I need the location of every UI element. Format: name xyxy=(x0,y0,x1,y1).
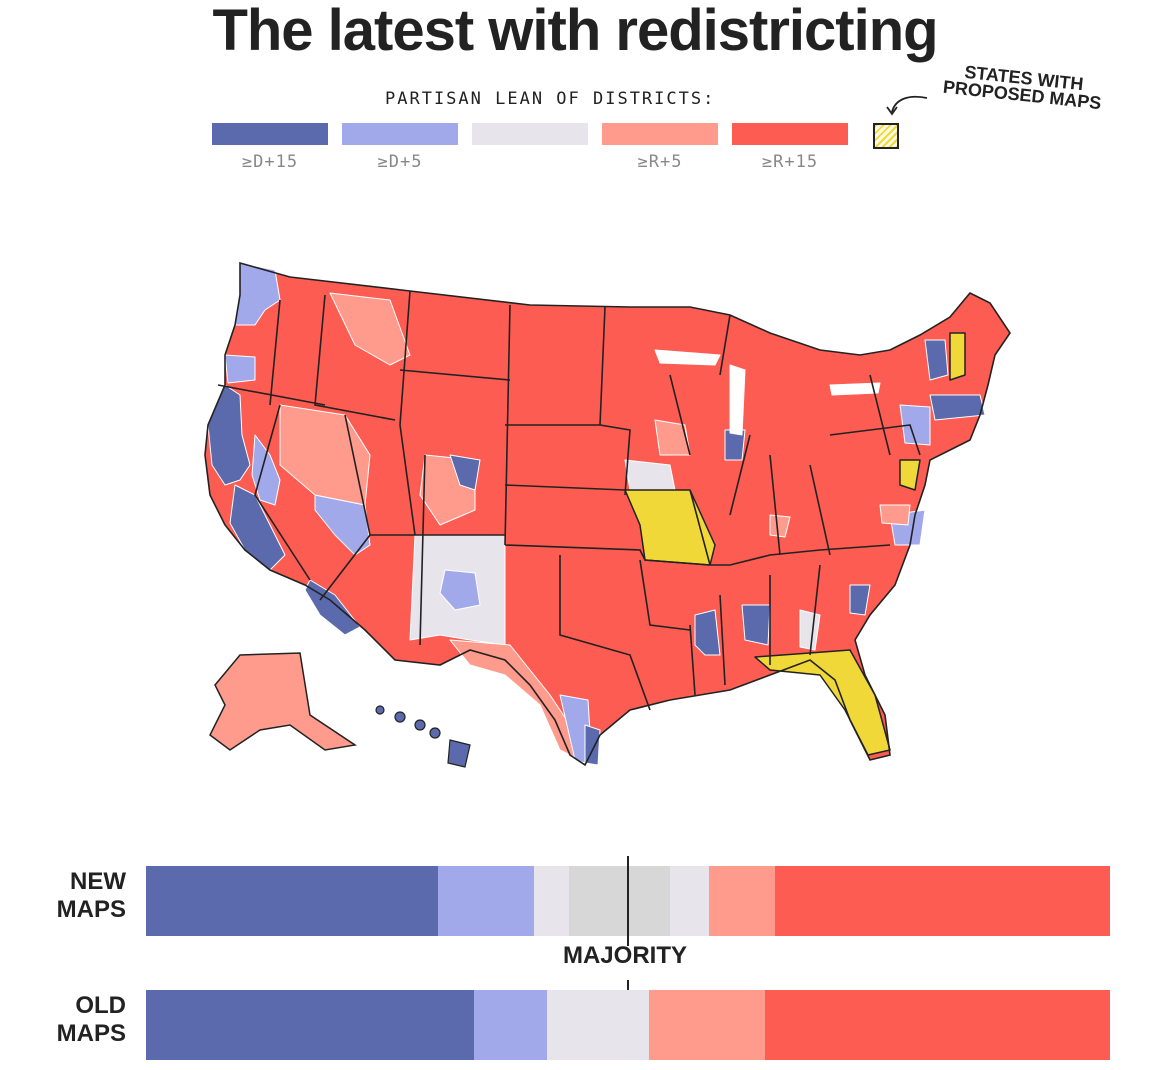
old-maps-segment-1 xyxy=(473,990,547,1060)
legend-label-r5: ≥R+5 xyxy=(637,152,683,172)
legend-swatch-d5 xyxy=(342,123,458,145)
new-maps-segment-2 xyxy=(533,866,570,936)
alaska-shape xyxy=(209,652,357,751)
new-maps-segment-4 xyxy=(670,866,709,936)
new-maps-bar xyxy=(146,866,1110,936)
legend-swatch-r15 xyxy=(732,123,848,145)
old-maps-segment-2 xyxy=(547,990,650,1060)
new-maps-label-line2: MAPS xyxy=(56,896,126,923)
old-maps-segment-0 xyxy=(146,990,474,1060)
majority-line xyxy=(627,856,629,946)
old-maps-bar xyxy=(146,990,1110,1060)
new-maps-segment-3 xyxy=(569,866,671,936)
us-district-map xyxy=(204,261,1011,768)
legend-swatch-r5 xyxy=(602,123,718,145)
new-maps-segment-0 xyxy=(146,866,439,936)
majority-label: MAJORITY xyxy=(562,942,687,969)
legend-title: PARTISAN LEAN OF DISTRICTS: xyxy=(385,89,716,109)
new-maps-segment-6 xyxy=(775,866,1110,936)
old-maps-segment-4 xyxy=(764,990,1110,1060)
legend-label-r15: ≥R+15 xyxy=(761,152,819,172)
hawaii-shape xyxy=(375,705,471,768)
curved-arrow-icon xyxy=(886,95,928,116)
new-maps-segment-1 xyxy=(438,866,534,936)
new-maps-label: NEW MAPS xyxy=(20,868,126,924)
old-maps-segment-3 xyxy=(649,990,765,1060)
proposed-maps-swatch xyxy=(873,123,899,149)
old-maps-label-line1: OLD xyxy=(75,992,126,1019)
proposed-maps-label: STATES WITH PROPOSED MAPS xyxy=(942,61,1103,114)
legend-swatch-d15 xyxy=(212,123,328,145)
page-title: The latest with redistricting xyxy=(212,0,938,63)
new-maps-segment-5 xyxy=(708,866,776,936)
new-maps-label-line1: NEW xyxy=(70,868,126,895)
old-maps-label-line2: MAPS xyxy=(56,1020,126,1047)
old-maps-label: OLD MAPS xyxy=(20,992,126,1048)
legend-label-d15: ≥D+15 xyxy=(241,152,299,172)
legend-swatch-tossup xyxy=(472,123,588,145)
legend-label-d5: ≥D+5 xyxy=(377,152,423,172)
